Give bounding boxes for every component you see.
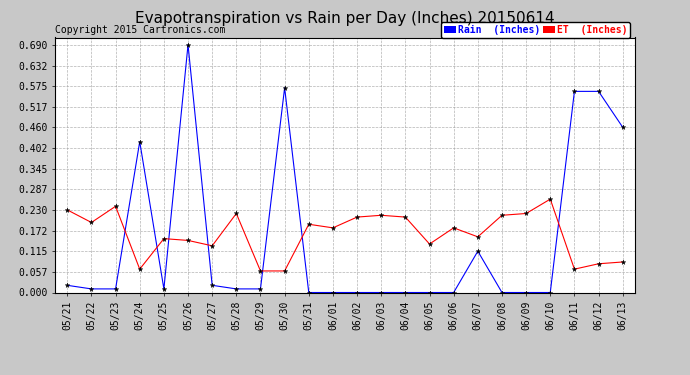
Text: Copyright 2015 Cartronics.com: Copyright 2015 Cartronics.com: [55, 25, 226, 35]
Text: Evapotranspiration vs Rain per Day (Inches) 20150614: Evapotranspiration vs Rain per Day (Inch…: [135, 11, 555, 26]
Legend: Rain  (Inches), ET  (Inches): Rain (Inches), ET (Inches): [441, 22, 630, 38]
